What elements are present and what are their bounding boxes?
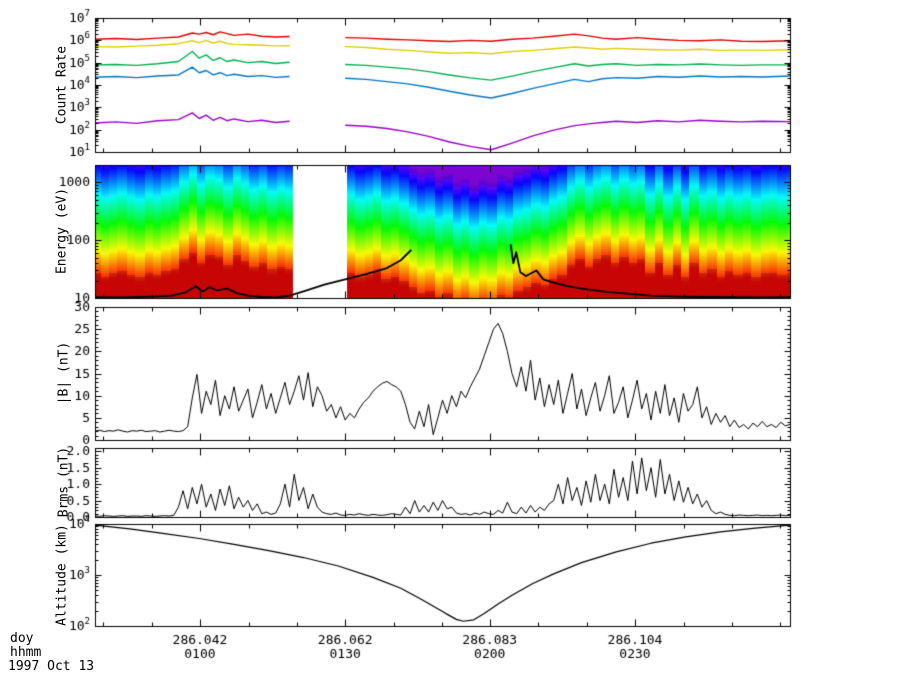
x-axis-hhmm-unit-label: hhmm xyxy=(10,645,42,660)
date-label: 1997 Oct 13 xyxy=(8,659,95,674)
brms-axis-title: Brms (nT) xyxy=(56,446,72,518)
count-rate-axis-title: Count Rate xyxy=(54,45,70,125)
energy-axis-title: Energy (eV) xyxy=(54,187,70,275)
altitude-axis-title: Altitude (km) xyxy=(54,524,70,626)
bmag-axis-title: |B| (nT) xyxy=(56,341,72,405)
x-axis-doy-unit-label: doy xyxy=(10,631,34,646)
